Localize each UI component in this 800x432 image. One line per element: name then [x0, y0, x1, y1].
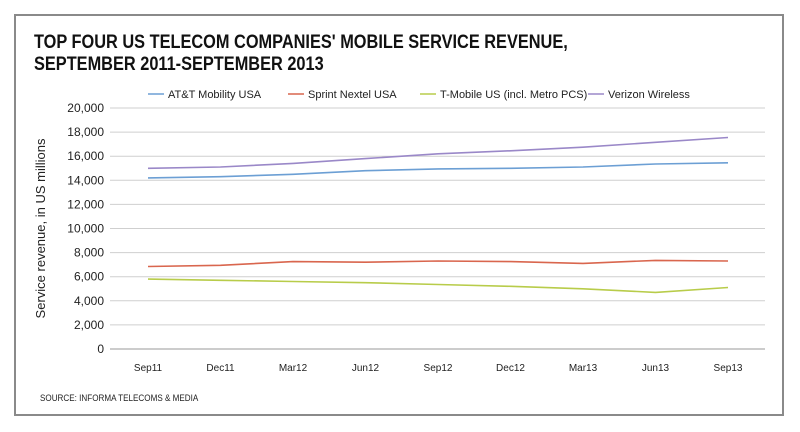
y-tick-label: 8,000: [74, 246, 104, 260]
y-tick-label: 16,000: [67, 149, 104, 163]
series-line: [147, 278, 729, 294]
x-tick-label: Sep13: [714, 363, 743, 374]
x-tick-label: Mar13: [569, 363, 598, 374]
y-tick-label: 18,000: [67, 125, 104, 139]
x-tick-label: Jun12: [352, 363, 380, 374]
legend-label: AT&T Mobility USA: [168, 89, 262, 101]
legend-label: Verizon Wireless: [608, 89, 690, 101]
y-tick-label: 12,000: [67, 197, 104, 211]
chart-source: SOURCE: INFORMA TELECOMS & MEDIA: [40, 393, 199, 403]
y-tick-label: 0: [97, 342, 104, 356]
x-tick-label: Sep12: [424, 363, 453, 374]
legend-label: Sprint Nextel USA: [308, 89, 397, 101]
x-tick-label: Mar12: [279, 363, 308, 374]
y-tick-label: 10,000: [67, 222, 104, 236]
x-tick-label: Dec12: [496, 363, 525, 374]
y-tick-label: 20,000: [67, 101, 104, 115]
y-axis-label: Service revenue, in US millions: [33, 138, 48, 318]
y-tick-label: 14,000: [67, 173, 104, 187]
x-tick-label: Sep11: [134, 363, 163, 374]
y-tick-label: 6,000: [74, 270, 104, 284]
series-line: [147, 259, 729, 268]
chart-title: TOP FOUR US TELECOM COMPANIES' MOBILE SE…: [34, 32, 568, 76]
x-tick-label: Dec11: [206, 363, 235, 374]
x-tick-label: Jun13: [642, 363, 670, 374]
chart-title-line-2: SEPTEMBER 2011-SEPTEMBER 2013: [34, 54, 324, 75]
y-tick-label: 4,000: [74, 294, 104, 308]
series-line: [147, 136, 729, 170]
y-tick-label: 2,000: [74, 318, 104, 332]
chart-title-line-1: TOP FOUR US TELECOM COMPANIES' MOBILE SE…: [34, 32, 568, 53]
legend-label: T-Mobile US (incl. Metro PCS): [440, 89, 587, 101]
series-line: [147, 162, 729, 179]
